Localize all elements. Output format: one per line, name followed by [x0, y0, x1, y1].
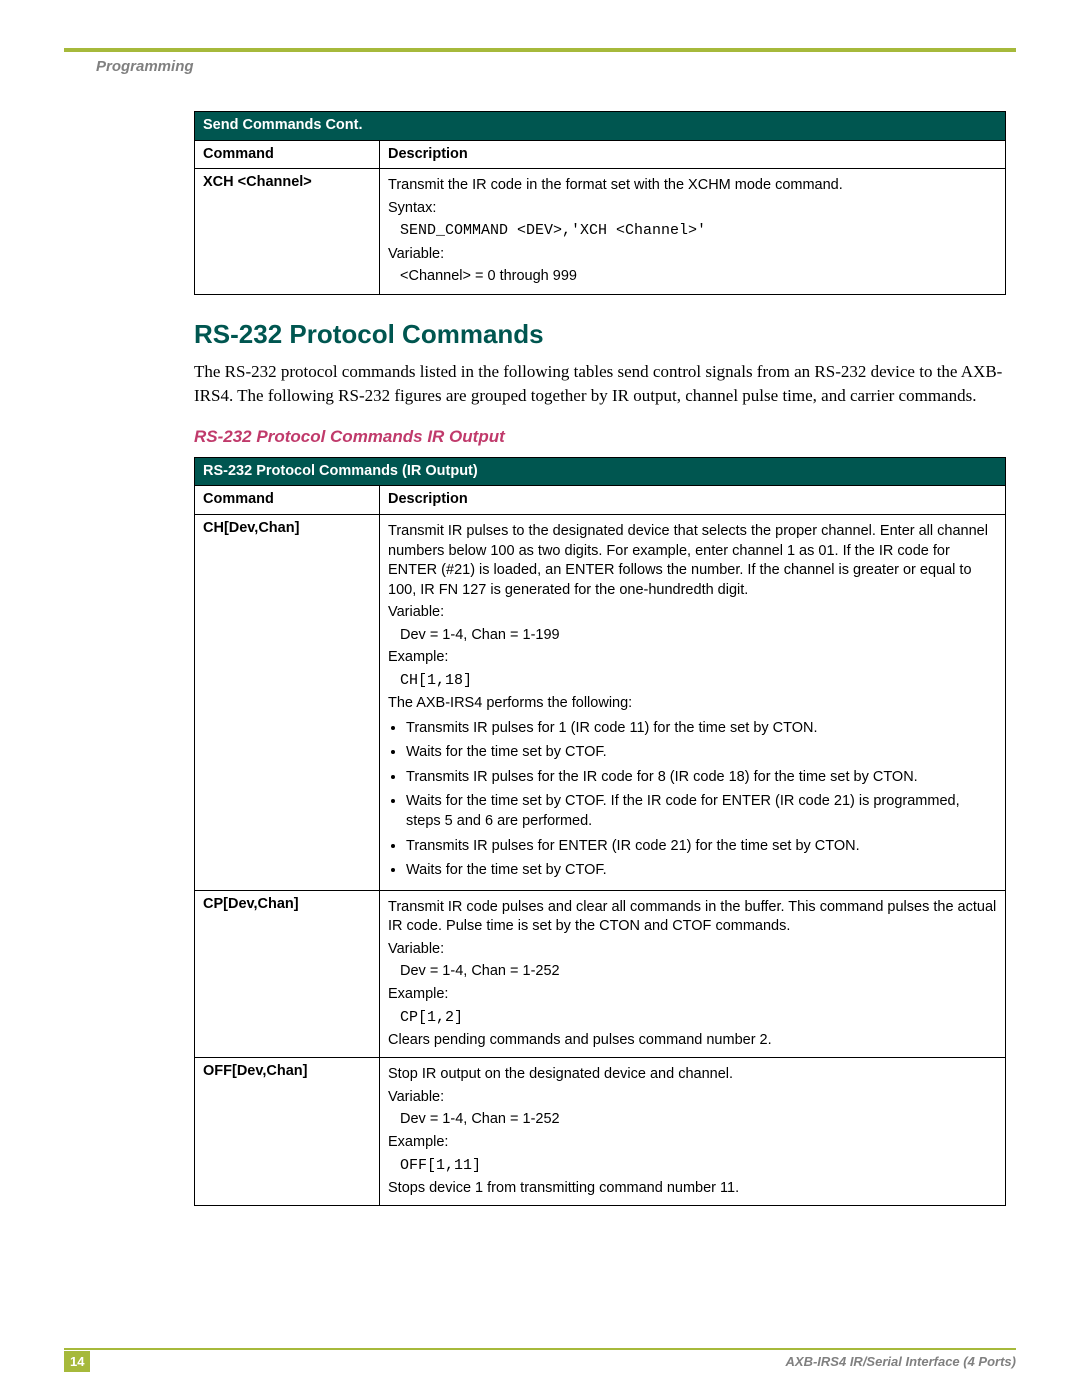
- footer-doc-title: AXB-IRS4 IR/Serial Interface (4 Ports): [786, 1354, 1016, 1369]
- header-section-label: Programming: [64, 58, 1016, 75]
- ch-description: Transmit IR pulses to the designated dev…: [380, 515, 1006, 891]
- text: Transmit the IR code in the format set w…: [388, 176, 997, 196]
- text: Example:: [388, 648, 997, 668]
- page-number-wrap: 14: [64, 1354, 96, 1369]
- text: Dev = 1-4, Chan = 1-252: [388, 962, 997, 982]
- table1-col1: Command: [195, 140, 380, 169]
- page-content: Programming Send Commands Cont. Command …: [64, 48, 1016, 1230]
- text: Dev = 1-4, Chan = 1-252: [388, 1110, 997, 1130]
- text: Variable:: [388, 1088, 997, 1108]
- off-command: OFF[Dev,Chan]: [195, 1058, 380, 1206]
- list-item: Transmits IR pulses for 1 (IR code 11) f…: [406, 719, 997, 739]
- code: CH[1,18]: [388, 671, 997, 691]
- text: Variable:: [388, 245, 997, 265]
- text: Example:: [388, 985, 997, 1005]
- off-description: Stop IR output on the designated device …: [380, 1058, 1006, 1206]
- text: Dev = 1-4, Chan = 1-199: [388, 626, 997, 646]
- list-item: Waits for the time set by CTOF.: [406, 743, 997, 763]
- ch-command: CH[Dev,Chan]: [195, 515, 380, 891]
- table1-col2: Description: [380, 140, 1006, 169]
- list-item: Waits for the time set by CTOF. If the I…: [406, 792, 997, 831]
- text: Transmit IR code pulses and clear all co…: [388, 898, 997, 937]
- section-body: The RS-232 protocol commands listed in t…: [194, 360, 1006, 409]
- table2-title: RS-232 Protocol Commands (IR Output): [195, 457, 1006, 486]
- cp-command: CP[Dev,Chan]: [195, 890, 380, 1058]
- text: Stops device 1 from transmitting command…: [388, 1179, 997, 1199]
- table2-col1: Command: [195, 486, 380, 515]
- footer-rule: [64, 1348, 1016, 1350]
- text: Syntax:: [388, 199, 997, 219]
- section-heading: RS-232 Protocol Commands: [194, 319, 1006, 350]
- rs232-ir-output-table: RS-232 Protocol Commands (IR Output) Com…: [194, 457, 1006, 1207]
- top-rule: [64, 48, 1016, 52]
- text: <Channel> = 0 through 999: [388, 267, 997, 287]
- text: The AXB-IRS4 performs the following:: [388, 694, 997, 714]
- table2-col2: Description: [380, 486, 1006, 515]
- text: Variable:: [388, 940, 997, 960]
- bullet-list: Transmits IR pulses for 1 (IR code 11) f…: [388, 719, 997, 881]
- text: Stop IR output on the designated device …: [388, 1065, 997, 1085]
- page-footer: 14 AXB-IRS4 IR/Serial Interface (4 Ports…: [64, 1348, 1016, 1369]
- code: CP[1,2]: [388, 1008, 997, 1028]
- section-subhead: RS-232 Protocol Commands IR Output: [194, 427, 1006, 447]
- main-content: Send Commands Cont. Command Description …: [64, 111, 1016, 1206]
- text: Transmit IR pulses to the designated dev…: [388, 522, 997, 600]
- page-number: 14: [64, 1351, 90, 1372]
- code: SEND_COMMAND <DEV>,'XCH <Channel>': [388, 221, 997, 241]
- footer-row: 14 AXB-IRS4 IR/Serial Interface (4 Ports…: [64, 1354, 1016, 1369]
- text: Variable:: [388, 603, 997, 623]
- xch-command: XCH <Channel>: [195, 169, 380, 295]
- text: Clears pending commands and pulses comma…: [388, 1031, 997, 1051]
- table1-title: Send Commands Cont.: [195, 112, 1006, 141]
- list-item: Transmits IR pulses for the IR code for …: [406, 768, 997, 788]
- list-item: Transmits IR pulses for ENTER (IR code 2…: [406, 837, 997, 857]
- cp-description: Transmit IR code pulses and clear all co…: [380, 890, 1006, 1058]
- list-item: Waits for the time set by CTOF.: [406, 861, 997, 881]
- text: Example:: [388, 1133, 997, 1153]
- send-commands-table: Send Commands Cont. Command Description …: [194, 111, 1006, 295]
- xch-description: Transmit the IR code in the format set w…: [380, 169, 1006, 295]
- code: OFF[1,11]: [388, 1156, 997, 1176]
